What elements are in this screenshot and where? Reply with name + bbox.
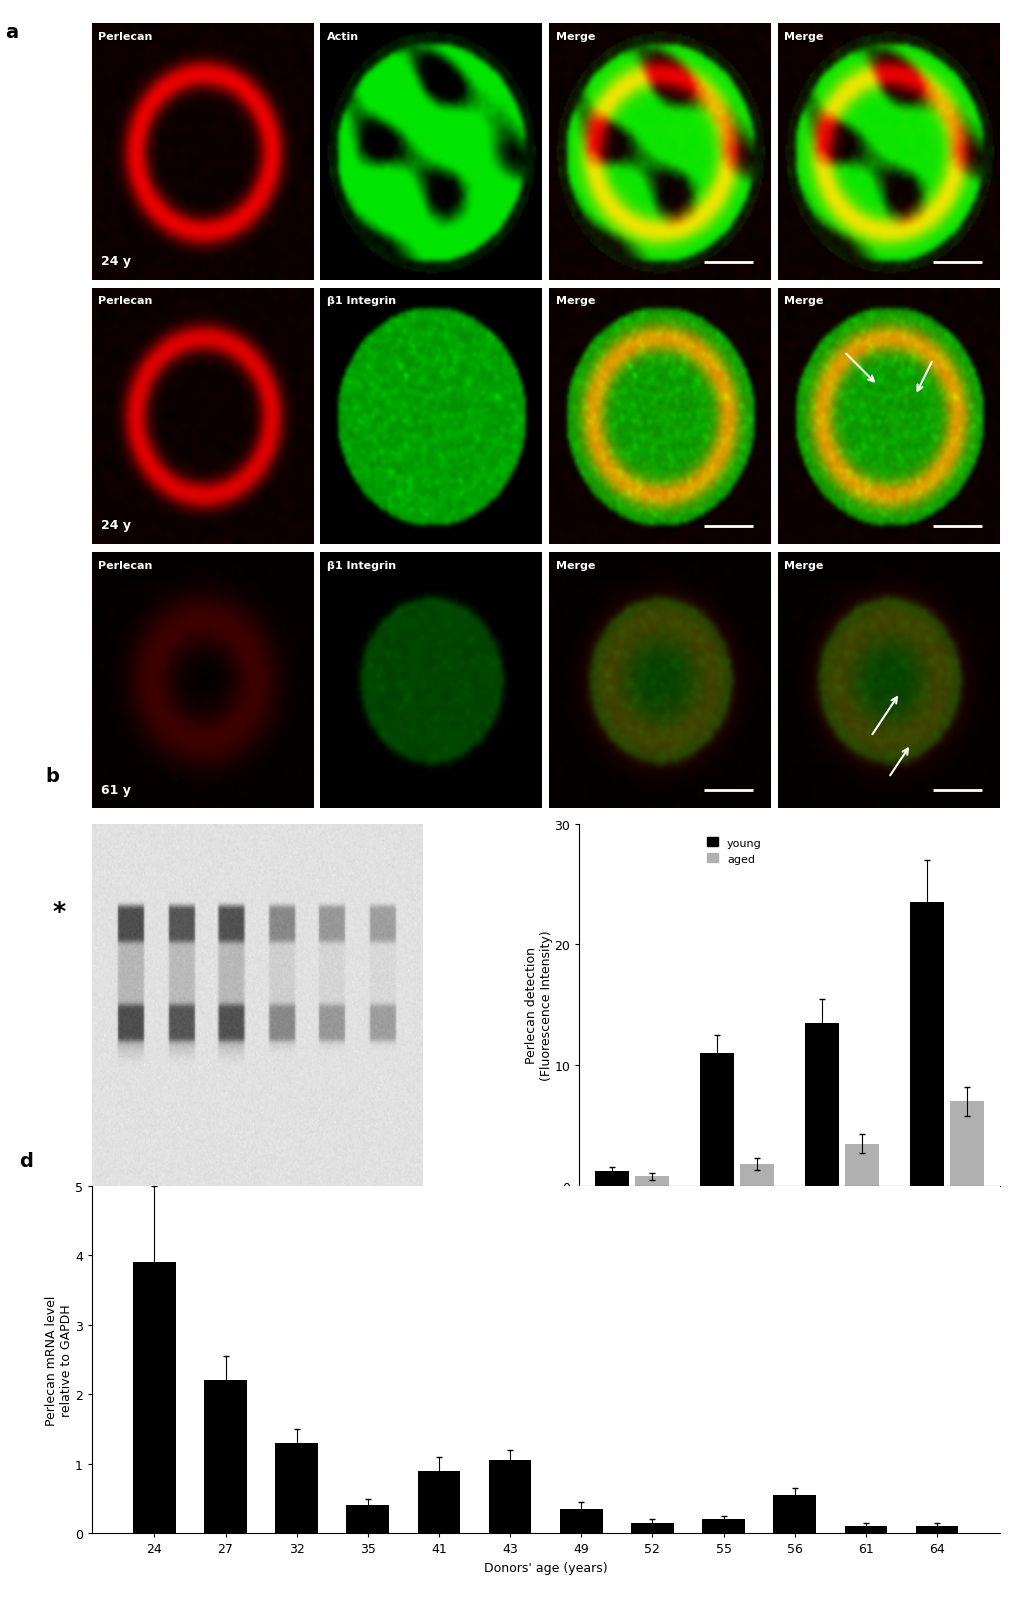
Bar bbox=[635, 1177, 668, 1186]
X-axis label: Donors' age (years): Donors' age (years) bbox=[483, 1561, 607, 1574]
Bar bbox=[950, 1102, 983, 1186]
Text: β1 Integrin: β1 Integrin bbox=[327, 560, 395, 570]
Bar bbox=[275, 1443, 318, 1533]
Text: 64: 64 bbox=[374, 775, 390, 788]
Text: a: a bbox=[5, 23, 18, 42]
Text: Merge: Merge bbox=[555, 32, 594, 42]
Bar bbox=[740, 1164, 773, 1186]
Text: (years): (years) bbox=[428, 775, 472, 788]
Bar bbox=[559, 1509, 602, 1533]
Bar bbox=[346, 1506, 389, 1533]
Text: 24: 24 bbox=[173, 775, 190, 788]
Y-axis label: Perlecan detection
(Fluorescence Intensity): Perlecan detection (Fluorescence Intensi… bbox=[525, 930, 552, 1080]
Text: Merge: Merge bbox=[784, 560, 823, 570]
Text: 24 y: 24 y bbox=[101, 520, 130, 533]
Text: β1 Integrin: β1 Integrin bbox=[327, 295, 395, 307]
Text: 56: 56 bbox=[274, 775, 289, 788]
Text: Perlecan: Perlecan bbox=[99, 295, 153, 307]
Text: 61 y: 61 y bbox=[101, 783, 130, 796]
Text: d: d bbox=[19, 1151, 33, 1170]
Text: Actin: Actin bbox=[327, 32, 359, 42]
Bar bbox=[700, 1054, 733, 1186]
Legend: young, aged: young, aged bbox=[702, 833, 765, 868]
Text: *: * bbox=[52, 899, 65, 923]
Text: Perlecan: Perlecan bbox=[99, 560, 153, 570]
Y-axis label: Perlecan mRNA level
relative to GAPDH: Perlecan mRNA level relative to GAPDH bbox=[45, 1294, 73, 1425]
Bar bbox=[417, 1470, 460, 1533]
Bar bbox=[909, 902, 943, 1186]
Text: mAb 7b5: mAb 7b5 bbox=[225, 1212, 288, 1225]
Text: 26: 26 bbox=[224, 775, 239, 788]
Text: b: b bbox=[46, 767, 59, 784]
Text: c: c bbox=[462, 788, 473, 807]
Text: Perlecan: Perlecan bbox=[99, 32, 153, 42]
Bar bbox=[772, 1495, 815, 1533]
X-axis label: Culture time (days): Culture time (days) bbox=[729, 1214, 849, 1227]
Text: Merge: Merge bbox=[555, 560, 594, 570]
Bar bbox=[595, 1172, 628, 1186]
Text: Merge: Merge bbox=[784, 295, 823, 307]
Text: Merge: Merge bbox=[555, 295, 594, 307]
Text: x102: x102 bbox=[587, 797, 619, 810]
Bar bbox=[132, 1262, 175, 1533]
Bar bbox=[915, 1527, 958, 1533]
Text: 61: 61 bbox=[324, 775, 339, 788]
Text: 22: 22 bbox=[123, 775, 140, 788]
Text: 24 y: 24 y bbox=[101, 255, 130, 268]
Bar bbox=[631, 1524, 674, 1533]
Bar bbox=[804, 1023, 838, 1186]
Bar bbox=[204, 1380, 247, 1533]
Bar bbox=[844, 1527, 887, 1533]
Text: Merge: Merge bbox=[784, 32, 823, 42]
Bar bbox=[701, 1519, 744, 1533]
Bar bbox=[845, 1144, 878, 1186]
Bar bbox=[488, 1461, 531, 1533]
